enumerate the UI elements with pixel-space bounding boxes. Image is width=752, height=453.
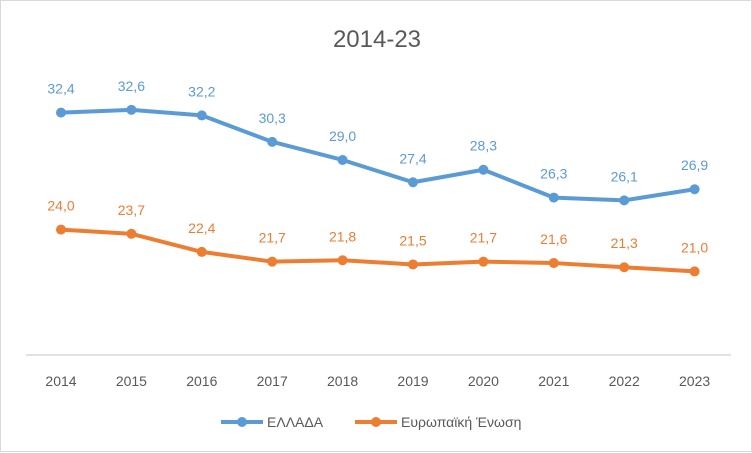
data-label: 21,5 [399,232,426,248]
data-point [56,107,66,118]
series-line [60,107,695,203]
chart-title: 2014-23 [333,26,421,53]
legend-label: Ευρωπαϊκή Ένωση [401,414,521,430]
data-label: 24,0 [47,198,74,214]
data-label: 26,1 [611,168,638,184]
data-label: 23,7 [118,202,145,218]
data-point [619,195,630,206]
data-label: 21,8 [329,228,356,244]
x-tick-label: 2014 [45,373,76,389]
x-tick-label: 2017 [257,373,288,389]
series-0: 32,4 32,6 32,2 30,3 29,0 27,4 28,3 26,3 26,1 26,9 [47,78,708,206]
data-point [126,228,137,239]
data-label: 21,0 [681,239,708,255]
data-label: 26,3 [540,166,567,182]
x-tick-label: 2019 [397,373,428,389]
legend-item-0: ΕΛΛΑΔΑ [221,414,324,430]
data-label: 32,6 [118,78,145,94]
data-point [548,192,559,203]
data-point [689,184,700,195]
data-point [126,104,137,115]
data-point [478,164,489,175]
data-point [196,246,207,257]
x-tick-label: 2018 [327,373,358,389]
data-label: 21,7 [259,230,286,246]
data-label: 32,2 [188,83,215,99]
data-label: 21,7 [470,230,497,246]
data-point [619,262,630,273]
data-point [548,258,559,269]
data-point [196,110,207,121]
data-point [337,255,348,266]
series-1: 24,0 23,7 22,4 21,7 21,8 21,5 21,7 21,6 21,3 21,0 [47,198,708,277]
x-tick-label: 2016 [186,373,217,389]
x-tick-label: 2022 [609,373,640,389]
x-tick-label: 2021 [538,373,569,389]
data-label: 26,9 [681,157,708,173]
data-label: 30,3 [259,110,286,126]
x-tick-label: 2015 [116,373,147,389]
x-tick-label: 2020 [468,373,499,389]
data-point [478,256,489,267]
data-label: 32,4 [47,81,74,97]
data-label: 27,4 [399,150,426,166]
data-point [337,154,348,165]
data-point [689,266,700,277]
legend-marker [237,417,247,427]
data-point [267,256,278,267]
data-label: 22,4 [188,220,215,236]
series-line [60,227,695,274]
legend-label: ΕΛΛΑΔΑ [267,414,324,430]
legend-marker [371,417,381,427]
data-label: 29,0 [329,128,356,144]
data-label: 28,3 [470,138,497,154]
x-tick-label: 2023 [679,373,710,389]
data-point [267,136,278,147]
data-point [408,259,418,270]
data-label: 21,6 [540,231,567,247]
data-point [56,224,66,235]
legend-item-1: Ευρωπαϊκή Ένωση [355,414,521,430]
data-point [408,177,418,188]
data-label: 21,3 [611,235,638,251]
